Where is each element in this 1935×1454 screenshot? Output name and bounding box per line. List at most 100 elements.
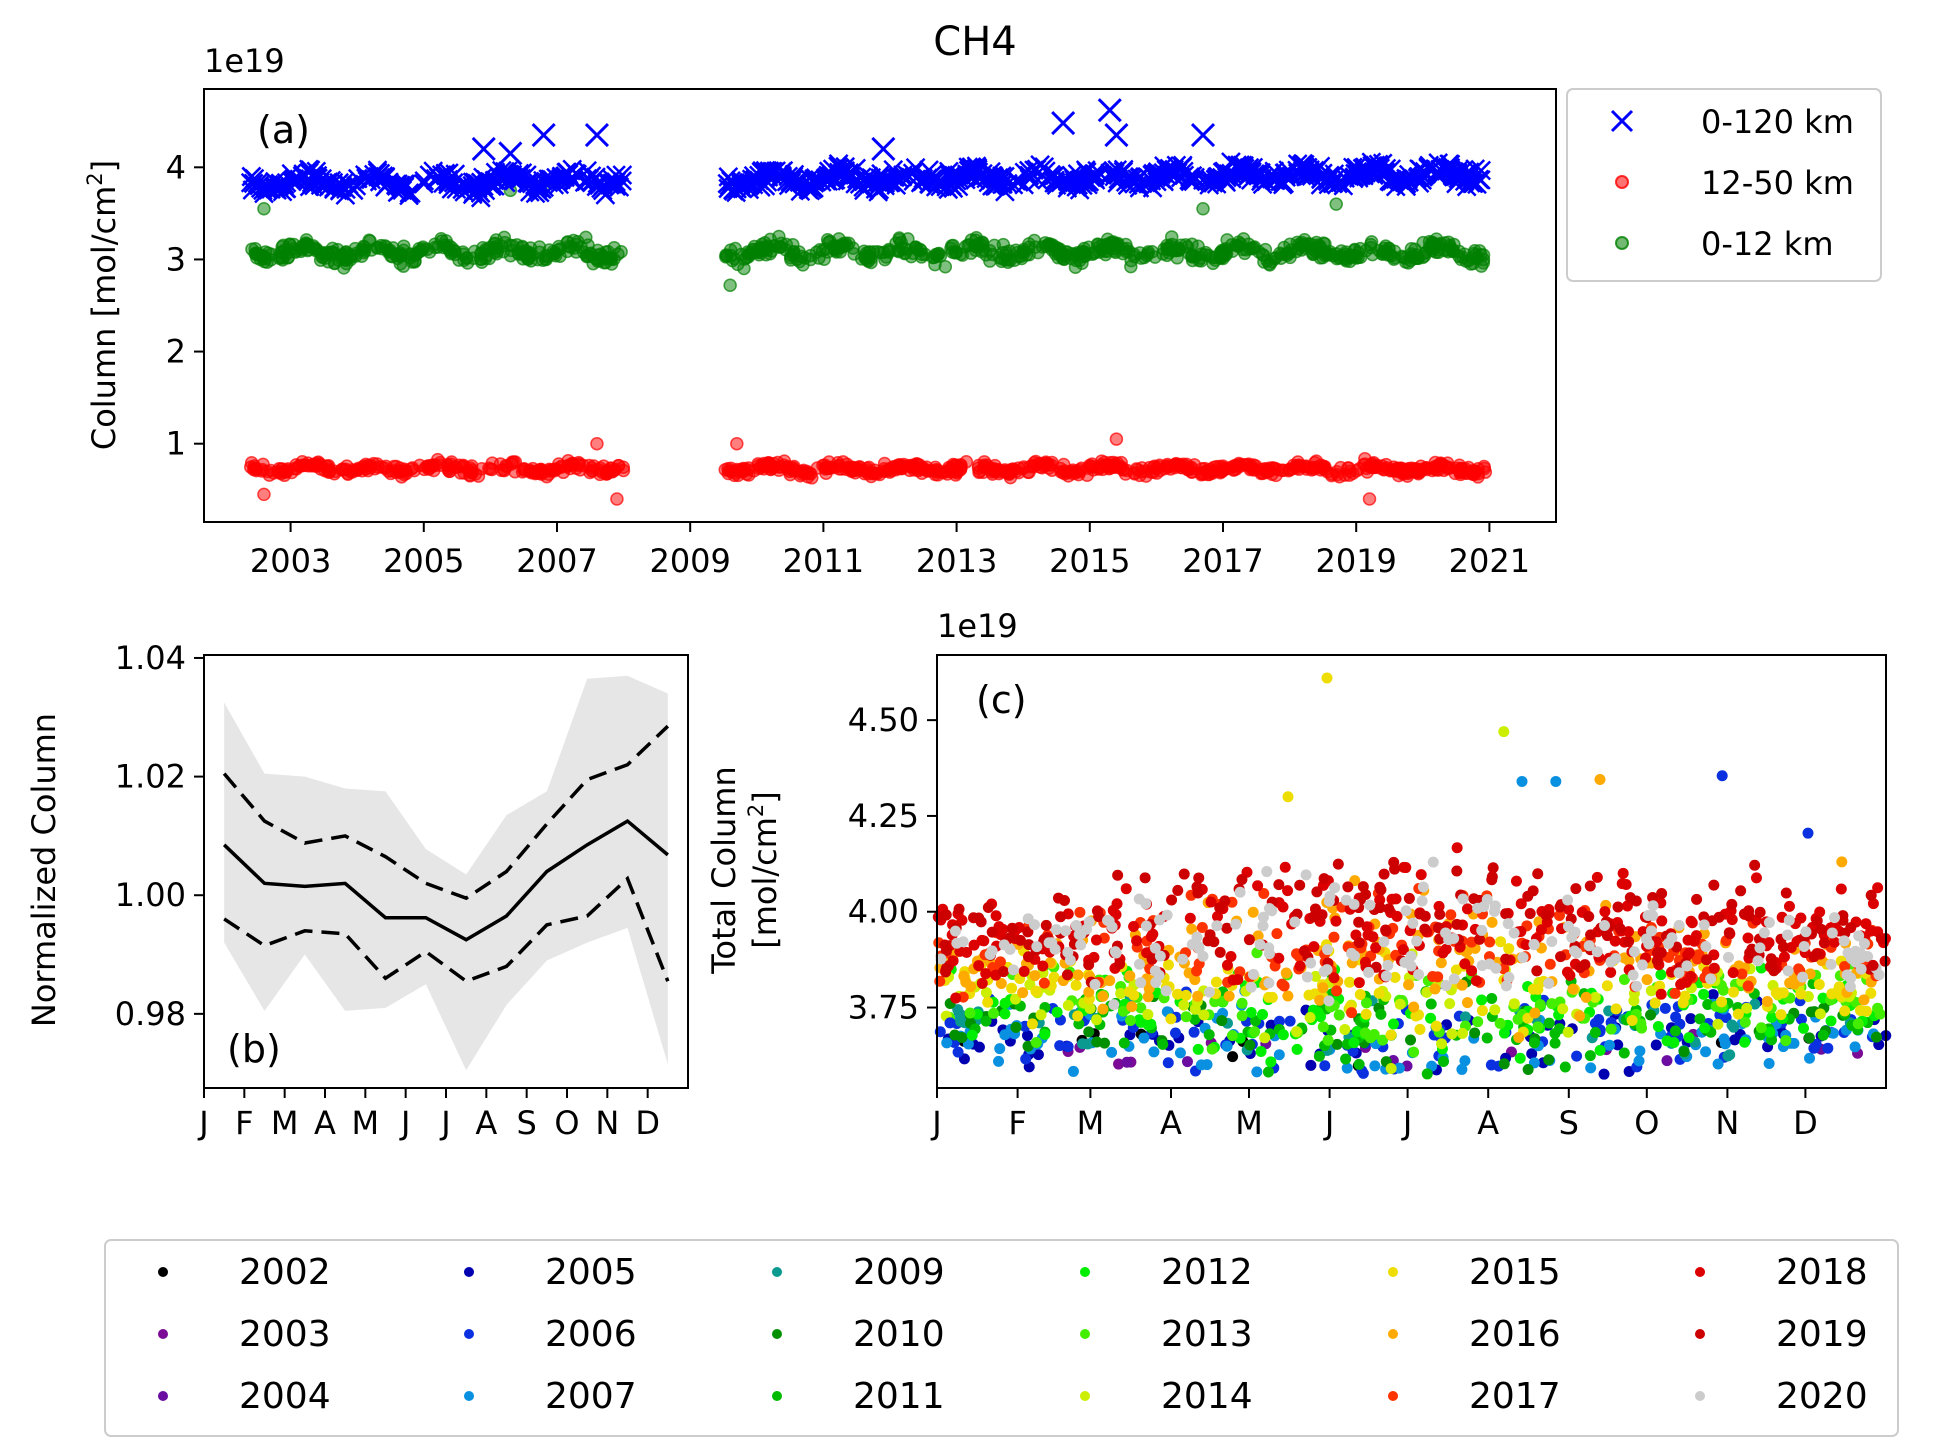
series-outlier — [1196, 202, 1210, 216]
year-point — [1148, 1046, 1160, 1058]
year-point — [1364, 899, 1376, 911]
year-point — [1414, 908, 1426, 920]
year-point — [1486, 916, 1498, 928]
year-point — [1192, 1043, 1204, 1055]
year-point — [1014, 934, 1026, 946]
series-point — [862, 460, 876, 475]
year-point — [1605, 1023, 1617, 1035]
panel-a-label: (a) — [257, 108, 310, 152]
year-point — [1413, 969, 1425, 981]
year-point — [1574, 962, 1586, 974]
legend-label-0-120km: 0-120 km — [1701, 103, 1854, 141]
year-point — [1432, 971, 1444, 983]
year-point — [1429, 983, 1441, 995]
series-point — [474, 252, 488, 267]
series-point — [366, 456, 381, 471]
year-point — [1271, 928, 1283, 940]
panel-c-x-tick-label: J — [930, 1104, 941, 1142]
year-point — [1673, 919, 1685, 931]
series-point — [1297, 232, 1312, 247]
series-point — [1386, 463, 1401, 477]
year-legend-label: 2003 — [239, 1314, 331, 1355]
year-point — [1188, 1026, 1200, 1038]
year-point — [1341, 1062, 1353, 1074]
year-point — [1775, 1009, 1787, 1021]
year-legend-marker-icon — [772, 1329, 782, 1339]
year-point — [1266, 991, 1278, 1003]
year-point — [1517, 952, 1529, 964]
year-point — [1300, 869, 1312, 881]
series-point — [546, 244, 561, 259]
year-point — [1763, 917, 1775, 929]
year-point — [1758, 927, 1770, 939]
year-point — [1172, 884, 1184, 896]
year-point — [1798, 941, 1810, 953]
year-point — [1782, 929, 1794, 941]
year-point — [1476, 924, 1488, 936]
year-point — [1826, 927, 1838, 939]
series-point — [412, 458, 427, 473]
year-point — [1031, 941, 1043, 953]
year-point — [951, 937, 963, 949]
year-point — [999, 1029, 1011, 1041]
year-point — [1486, 992, 1498, 1004]
year-point — [1610, 1003, 1622, 1015]
series-point — [911, 457, 925, 472]
year-point — [1055, 911, 1067, 923]
year-point — [1353, 937, 1365, 949]
year-point — [1097, 990, 1109, 1002]
year-point — [1408, 1001, 1420, 1013]
series-point — [828, 240, 842, 254]
year-point — [1405, 960, 1417, 972]
year-point — [1683, 1032, 1695, 1044]
year-point — [1594, 1044, 1606, 1056]
panel-b-y-tick-label: 1.02 — [115, 758, 186, 796]
year-point — [1322, 944, 1334, 956]
year-point — [1279, 861, 1291, 873]
year-point — [1142, 1008, 1154, 1020]
year-point — [1010, 1021, 1022, 1033]
series-point — [1091, 462, 1106, 476]
series-point — [969, 233, 983, 247]
year-point-outlier — [1594, 774, 1606, 786]
year-point — [1140, 898, 1152, 910]
year-point — [958, 970, 970, 982]
panel-b-x-tick-label: A — [475, 1104, 497, 1142]
year-point — [961, 946, 973, 958]
year-point — [1040, 919, 1052, 931]
panel-b-plot — [222, 675, 670, 1071]
year-point-outlier — [1836, 856, 1848, 868]
year-legend-marker-icon — [772, 1267, 782, 1277]
series-point — [600, 250, 615, 265]
year-point — [1077, 1038, 1089, 1050]
year-point — [1808, 951, 1820, 963]
year-point — [1106, 1046, 1118, 1058]
year-point — [1282, 990, 1294, 1002]
year-point — [1333, 1009, 1345, 1021]
year-point — [1822, 1042, 1834, 1054]
series-point — [812, 251, 826, 265]
year-point — [976, 977, 988, 989]
series-point — [355, 249, 369, 263]
year-point — [1844, 981, 1856, 993]
year-point — [1049, 943, 1061, 955]
year-point — [1626, 1014, 1638, 1026]
panel-c-x-tick-label: N — [1715, 1104, 1739, 1142]
year-point — [1528, 1037, 1540, 1049]
year-point — [1783, 900, 1795, 912]
year-point — [1284, 1015, 1296, 1027]
year-point — [1722, 1050, 1734, 1062]
year-point — [1388, 1018, 1400, 1030]
year-point — [953, 903, 965, 915]
series-0-12 km — [245, 180, 1491, 292]
series-outlier — [584, 123, 610, 148]
panel-c-x-tick-label: A — [1477, 1104, 1499, 1142]
year-point — [1120, 883, 1132, 895]
year-legend-marker-icon — [1388, 1267, 1398, 1277]
year-legend-label: 2014 — [1161, 1376, 1253, 1417]
year-point — [990, 910, 1002, 922]
year-point — [1470, 975, 1482, 987]
year-legend-label: 2005 — [545, 1252, 637, 1293]
year-point — [1601, 980, 1613, 992]
year-point — [1004, 943, 1016, 955]
